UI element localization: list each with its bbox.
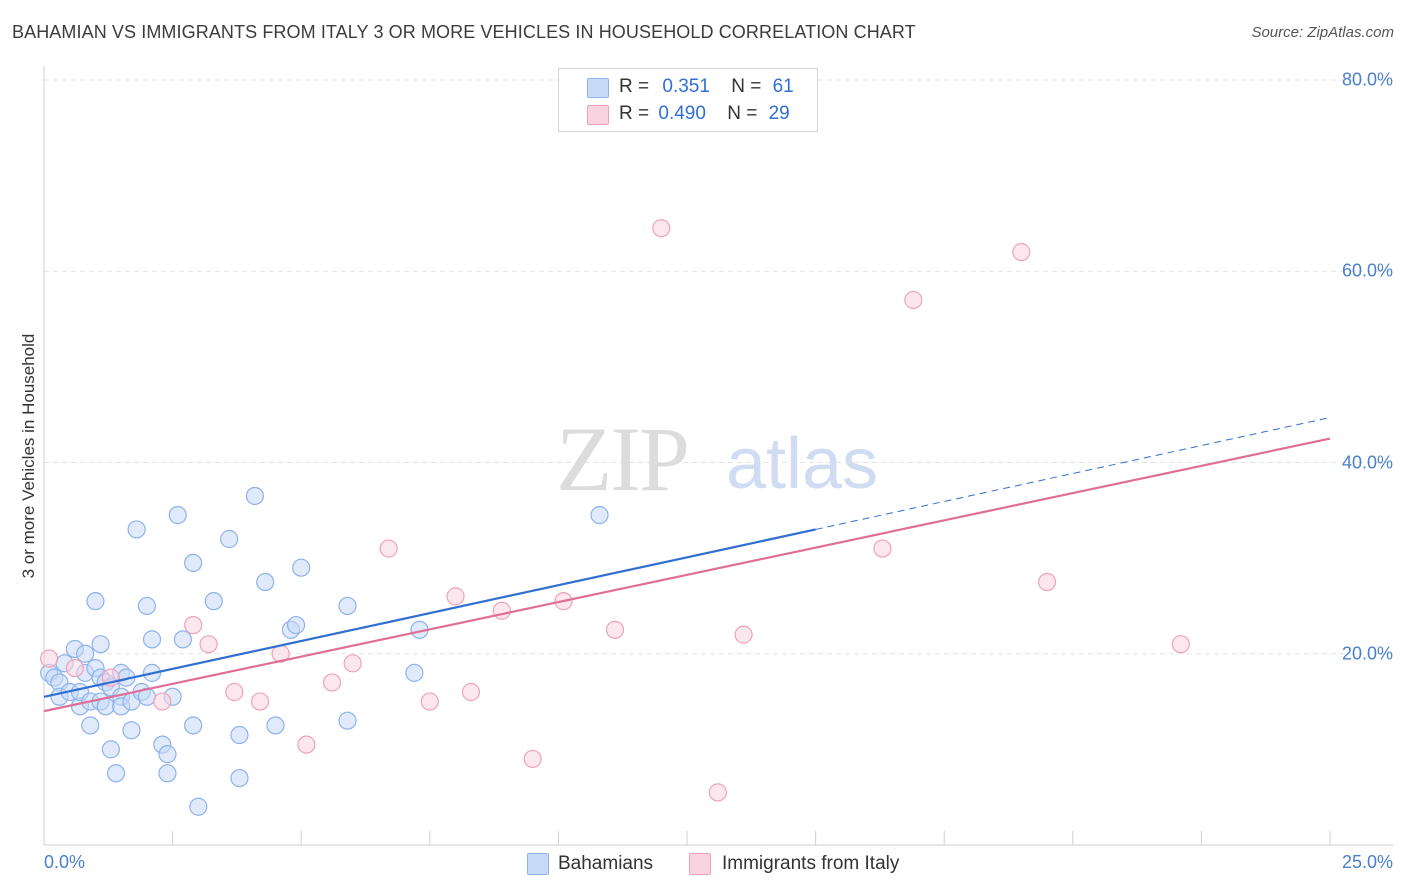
data-point: [420, 692, 439, 711]
data-point: [1037, 572, 1057, 592]
data-point: [256, 572, 275, 592]
data-point: [605, 620, 625, 639]
chart-title: BAHAMIAN VS IMMIGRANTS FROM ITALY 3 OR M…: [12, 22, 916, 42]
data-point: [127, 520, 146, 539]
data-point: [158, 764, 177, 783]
watermark-zip: ZIP: [556, 408, 688, 510]
data-point: [184, 716, 203, 735]
series-swatch-bahamians: [527, 853, 549, 875]
series-label-bahamians: Bahamians: [558, 853, 654, 874]
data-point: [173, 630, 192, 649]
data-point: [86, 592, 105, 611]
series-italy: [40, 219, 1190, 802]
data-point: [286, 615, 306, 635]
data-point: [142, 630, 162, 649]
data-point: [168, 505, 187, 525]
data-point: [343, 654, 362, 673]
correlation-legend: R = 0.351 N = 61 R = 0.490 N = 29: [558, 68, 818, 132]
y-tick-label-20: 20.0%: [1341, 643, 1393, 664]
axes: [43, 66, 1393, 846]
data-point: [158, 745, 177, 764]
data-point: [250, 692, 270, 711]
watermark: ZIP atlas: [556, 408, 878, 510]
data-point: [91, 635, 110, 654]
data-point: [590, 505, 609, 525]
data-point: [106, 764, 126, 783]
data-point: [708, 783, 727, 802]
y-tick-label-40: 40.0%: [1341, 452, 1393, 472]
y-axis-label: 3 or more Vehicles in Household: [19, 333, 38, 579]
series-bahamians: [40, 486, 609, 816]
data-point: [220, 529, 239, 549]
data-points: [40, 219, 1190, 816]
data-point: [523, 749, 542, 769]
data-point: [204, 592, 223, 611]
data-point: [230, 768, 249, 788]
series-label-italy: Immigrants from Italy: [722, 853, 900, 874]
data-point: [137, 596, 156, 616]
x-tick-label-max: 25.0%: [1341, 852, 1393, 872]
source-label: Source: ZipAtlas.com: [1251, 24, 1394, 41]
series-legend: Bahamians Immigrants from Italy: [0, 851, 1406, 879]
data-point: [122, 721, 141, 740]
legend-row-italy: R = 0.490 N = 29: [619, 103, 790, 124]
y-tick-label-60: 60.0%: [1341, 260, 1393, 281]
y-tick-label-80: 80.0%: [1341, 69, 1393, 90]
data-point: [405, 663, 424, 682]
data-point: [873, 539, 892, 558]
data-point: [189, 797, 208, 816]
data-point: [40, 649, 59, 668]
data-point: [184, 615, 203, 635]
data-point: [1012, 243, 1031, 262]
data-point: [76, 644, 95, 663]
series-swatch-italy: [689, 853, 711, 875]
data-point: [338, 711, 357, 730]
data-point: [65, 658, 84, 678]
data-point: [184, 553, 203, 573]
data-point: [81, 716, 100, 735]
data-point: [292, 558, 311, 577]
data-point: [101, 740, 120, 759]
data-point: [904, 290, 923, 310]
watermark-atlas: atlas: [726, 424, 878, 504]
data-point: [297, 735, 316, 754]
data-point: [492, 601, 511, 620]
legend-row-bahamians: R = 0.351 N = 61: [619, 76, 794, 97]
data-point: [322, 673, 342, 692]
trend-line-italy: [43, 437, 1331, 713]
data-point: [225, 682, 244, 702]
data-point: [199, 635, 218, 654]
legend-swatch-italy: [587, 105, 609, 125]
data-point: [461, 682, 481, 702]
data-point: [245, 486, 265, 506]
trend-line-extension: [815, 417, 1331, 530]
data-point: [446, 587, 465, 606]
trend-lines: [43, 417, 1331, 713]
data-point: [652, 219, 671, 238]
data-point: [266, 716, 285, 735]
x-tick-label-min: 0.0%: [44, 852, 86, 872]
data-point: [734, 625, 753, 644]
data-point: [153, 692, 172, 711]
legend-swatch-bahamians: [587, 78, 609, 98]
data-point: [338, 596, 357, 616]
data-point: [1171, 635, 1190, 654]
data-point: [379, 539, 398, 558]
trend-line-bahamians: [43, 528, 816, 698]
data-point: [230, 725, 249, 745]
